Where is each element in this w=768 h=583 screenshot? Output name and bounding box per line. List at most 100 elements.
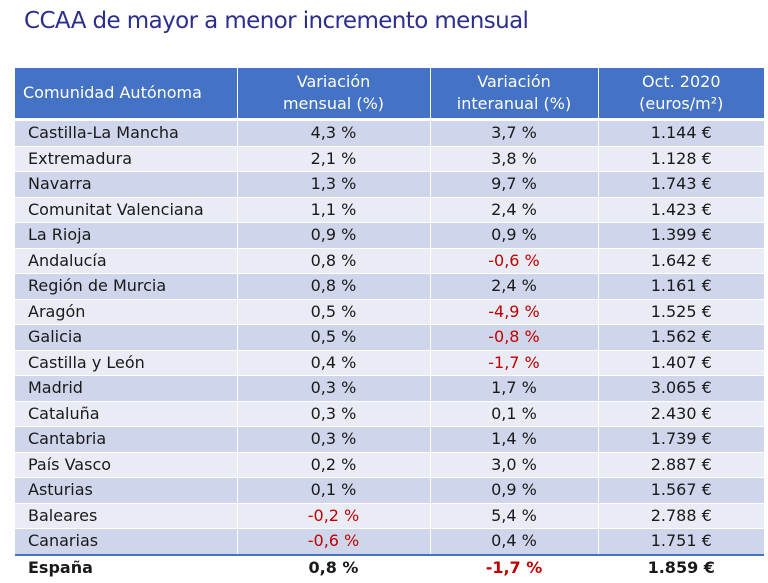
- price-cell: 1.161 €: [598, 273, 764, 300]
- region-name-cell: España: [15, 553, 238, 580]
- column-header-line: Variación: [296, 72, 371, 91]
- table-row: Cataluña 0,3 % 0,1 % 2.430 €: [15, 401, 764, 427]
- total-row: España 0,8 % -1,7 % 1.859 €: [15, 553, 764, 580]
- table-row: Galicia 0,5 % -0,8 % 1.562 €: [15, 324, 764, 351]
- column-header-line: Variación: [477, 72, 551, 91]
- price-cell: 3.065 €: [598, 375, 764, 402]
- region-name-cell: Madrid: [15, 375, 238, 402]
- data-table: Comunidad Autónoma Variación mensual (%)…: [15, 68, 764, 580]
- price-cell: 1.128 €: [598, 146, 764, 172]
- region-name-cell: País Vasco: [15, 452, 238, 478]
- monthly-change-cell: 1,1 %: [237, 197, 431, 223]
- monthly-change-cell: 0,2 %: [237, 452, 431, 478]
- region-name-cell: Andalucía: [15, 248, 238, 274]
- column-header-line: mensual (%): [282, 94, 385, 113]
- region-name-cell: Castilla y León: [15, 350, 238, 376]
- region-name-cell: Comunitat Valenciana: [15, 197, 238, 223]
- monthly-change-cell: 1,3 %: [237, 171, 431, 198]
- annual-change-cell: -0,6 %: [430, 248, 599, 274]
- column-header-line: interanual (%): [456, 94, 572, 113]
- table-row: Región de Murcia 0,8 % 2,4 % 1.161 €: [15, 273, 764, 300]
- header-row: Comunidad Autónoma Variación mensual (%)…: [15, 68, 764, 121]
- annual-change-cell: -1,7 %: [430, 553, 599, 580]
- annual-change-cell: 1,7 %: [430, 375, 599, 402]
- annual-change-cell: 3,7 %: [430, 119, 599, 147]
- region-name-cell: Navarra: [15, 171, 238, 198]
- region-name-cell: Baleares: [15, 503, 238, 529]
- annual-change-cell: 5,4 %: [430, 503, 599, 529]
- table-row: Aragón 0,5 % -4,9 % 1.525 €: [15, 299, 764, 325]
- annual-change-cell: 2,4 %: [430, 273, 599, 300]
- page-title: CCAA de mayor a menor incremento mensual: [24, 8, 529, 34]
- region-name-cell: Asturias: [15, 477, 238, 504]
- monthly-change-cell: 2,1 %: [237, 146, 431, 172]
- region-name-cell: Cataluña: [15, 401, 238, 427]
- region-name-cell: Región de Murcia: [15, 273, 238, 300]
- price-cell: 1.423 €: [598, 197, 764, 223]
- monthly-change-cell: 0,8 %: [237, 273, 431, 300]
- monthly-change-cell: 0,3 %: [237, 375, 431, 402]
- price-cell: 1.642 €: [598, 248, 764, 274]
- monthly-change-cell: 0,4 %: [237, 350, 431, 376]
- region-name-cell: Aragón: [15, 299, 238, 325]
- monthly-change-cell: 0,5 %: [237, 324, 431, 351]
- region-name-cell: Cantabria: [15, 426, 238, 453]
- annual-change-cell: 0,9 %: [430, 477, 599, 504]
- monthly-change-cell: 4,3 %: [237, 119, 431, 147]
- monthly-change-cell: 0,1 %: [237, 477, 431, 504]
- price-cell: 1.739 €: [598, 426, 764, 453]
- monthly-change-cell: 0,3 %: [237, 401, 431, 427]
- monthly-change-cell: 0,9 %: [237, 222, 431, 249]
- table-row: Andalucía 0,8 % -0,6 % 1.642 €: [15, 248, 764, 274]
- region-name-cell: Extremadura: [15, 146, 238, 172]
- annual-change-cell: 3,8 %: [430, 146, 599, 172]
- price-cell: 2.430 €: [598, 401, 764, 427]
- region-name-cell: Canarias: [15, 528, 238, 555]
- table-row: Castilla y León 0,4 % -1,7 % 1.407 €: [15, 350, 764, 376]
- table-row: Extremadura 2,1 % 3,8 % 1.128 €: [15, 146, 764, 172]
- table-row: Castilla-La Mancha 4,3 % 3,7 % 1.144 €: [15, 119, 764, 147]
- annual-change-cell: -0,8 %: [430, 324, 599, 351]
- table-body: Castilla-La Mancha 4,3 % 3,7 % 1.144 € Extre…: [15, 119, 764, 580]
- column-header-line: Oct. 2020: [641, 72, 721, 91]
- annual-change-cell: 0,9 %: [430, 222, 599, 249]
- monthly-change-cell: -0,6 %: [237, 528, 431, 555]
- region-name-cell: Galicia: [15, 324, 238, 351]
- table-row: Baleares -0,2 % 5,4 % 2.788 €: [15, 503, 764, 529]
- price-cell: 1.399 €: [598, 222, 764, 249]
- table-row: País Vasco 0,2 % 3,0 % 2.887 €: [15, 452, 764, 478]
- annual-change-cell: 0,4 %: [430, 528, 599, 555]
- table-row: La Rioja 0,9 % 0,9 % 1.399 €: [15, 222, 764, 249]
- monthly-change-cell: 0,3 %: [237, 426, 431, 453]
- table-row: Cantabria 0,3 % 1,4 % 1.739 €: [15, 426, 764, 453]
- column-header: Comunidad Autónoma: [15, 68, 238, 121]
- table-row: Canarias -0,6 % 0,4 % 1.751 €: [15, 528, 764, 555]
- price-cell: 1.562 €: [598, 324, 764, 351]
- column-header-line: (euros/m²): [639, 94, 724, 113]
- column-header: Variación mensual (%): [237, 68, 431, 121]
- annual-change-cell: 2,4 %: [430, 197, 599, 223]
- column-header: Variación interanual (%): [430, 68, 599, 121]
- column-header: Oct. 2020 (euros/m²): [598, 68, 764, 121]
- price-cell: 1.567 €: [598, 477, 764, 504]
- annual-change-cell: 9,7 %: [430, 171, 599, 198]
- annual-change-cell: -4,9 %: [430, 299, 599, 325]
- price-cell: 1.743 €: [598, 171, 764, 198]
- monthly-change-cell: 0,8 %: [237, 553, 431, 580]
- annual-change-cell: 3,0 %: [430, 452, 599, 478]
- price-cell: 1.144 €: [598, 119, 764, 147]
- monthly-change-cell: -0,2 %: [237, 503, 431, 529]
- table-row: Navarra 1,3 % 9,7 % 1.743 €: [15, 171, 764, 198]
- region-name-cell: La Rioja: [15, 222, 238, 249]
- annual-change-cell: 0,1 %: [430, 401, 599, 427]
- table-row: Madrid 0,3 % 1,7 % 3.065 €: [15, 375, 764, 402]
- annual-change-cell: 1,4 %: [430, 426, 599, 453]
- table-row: Comunitat Valenciana 1,1 % 2,4 % 1.423 €: [15, 197, 764, 223]
- region-name-cell: Castilla-La Mancha: [15, 119, 238, 147]
- price-cell: 1.525 €: [598, 299, 764, 325]
- annual-change-cell: -1,7 %: [430, 350, 599, 376]
- price-cell: 1.407 €: [598, 350, 764, 376]
- price-cell: 1.859 €: [598, 553, 764, 580]
- monthly-change-cell: 0,8 %: [237, 248, 431, 274]
- column-header-line: Comunidad Autónoma: [23, 83, 202, 102]
